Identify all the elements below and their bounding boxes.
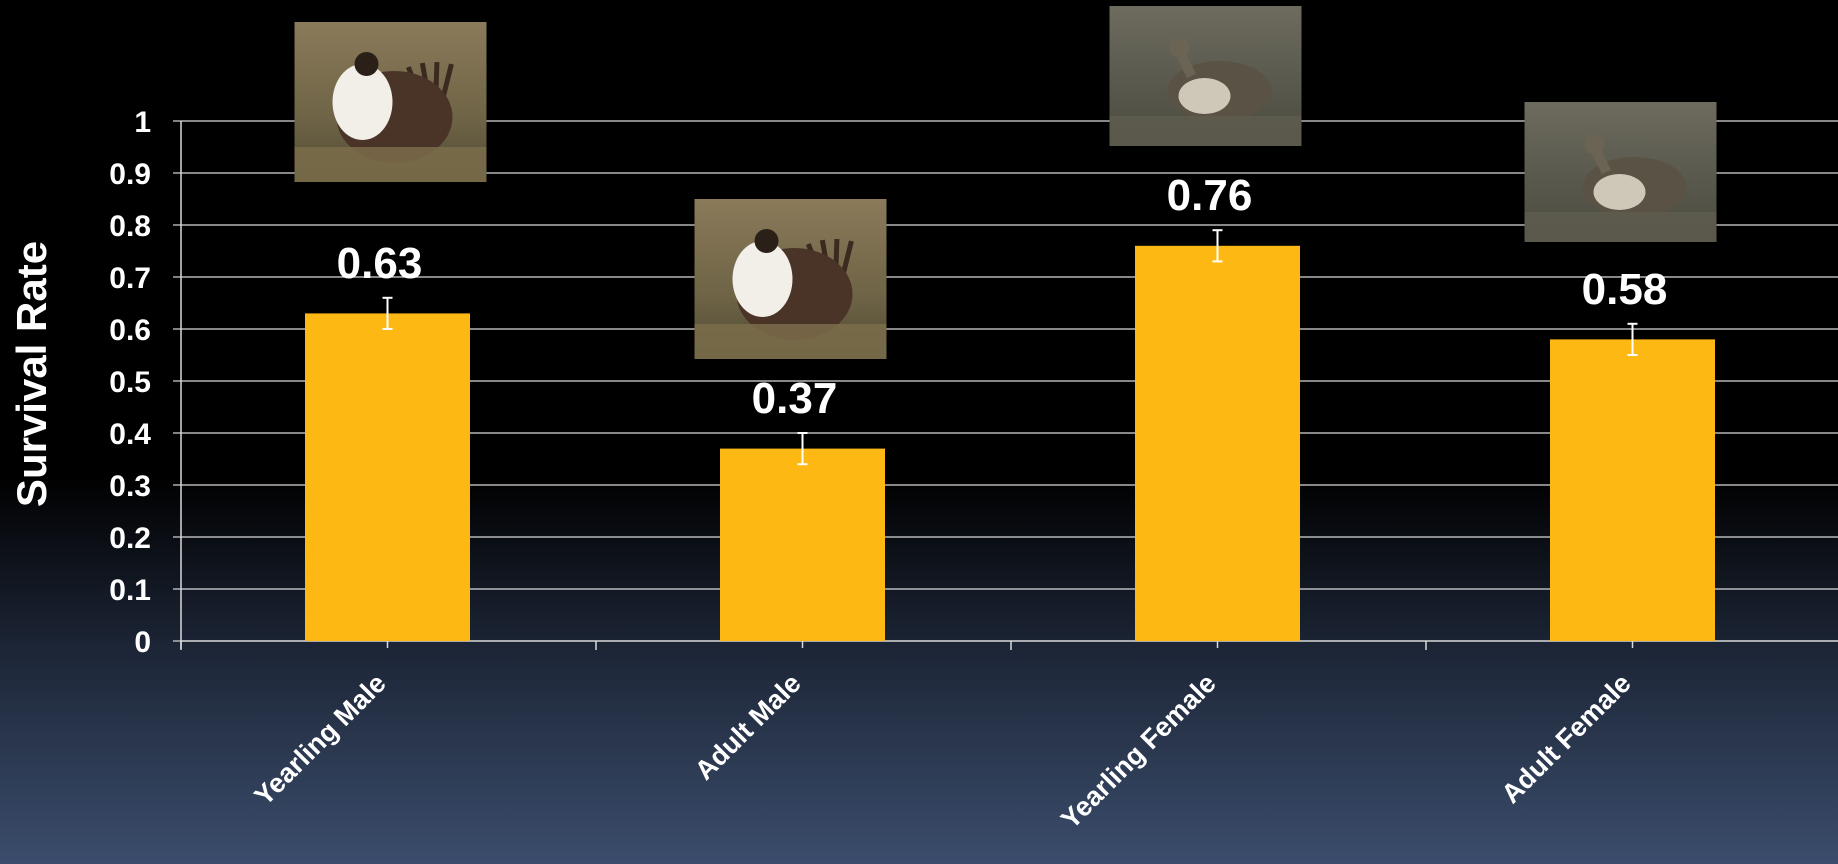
- grass: [294, 147, 487, 182]
- y-tick-label: 0.2: [109, 522, 151, 555]
- category-label: Adult Female: [1496, 668, 1637, 809]
- axes: 0 0.1 0.2 0.3 0.4 0.5 0.6 0.7 0.8 0.9 1: [109, 106, 1838, 659]
- category-label: Yearling Female: [1055, 668, 1222, 835]
- grass: [1524, 212, 1717, 242]
- y-axis-label: Survival Rate: [8, 240, 55, 508]
- white-breast: [732, 241, 793, 317]
- y-tick-label: 0.9: [109, 158, 151, 191]
- y-tick-label: 0.1: [109, 574, 151, 607]
- bar: [1550, 339, 1715, 641]
- sage-grouse-female-photo: [1109, 6, 1302, 146]
- data-label: 0.63: [337, 239, 423, 288]
- bird-head: [754, 229, 779, 253]
- bird-neck: [1592, 149, 1611, 175]
- bar: [720, 448, 885, 641]
- bird-breast: [1178, 78, 1231, 114]
- y-tick-label: 0.5: [109, 366, 151, 399]
- grass: [1109, 116, 1302, 146]
- category-label: Yearling Male: [248, 668, 391, 811]
- y-tick-label: 0.4: [109, 418, 151, 451]
- grass: [694, 324, 887, 359]
- bird-head: [1584, 134, 1605, 154]
- y-tick-label: 0.6: [109, 314, 151, 347]
- bird-breast: [1593, 174, 1646, 210]
- y-tick-label: 0.8: [109, 210, 151, 243]
- y-tick-label: 0: [134, 626, 151, 659]
- bird-head: [354, 52, 379, 76]
- bird-neck: [1177, 53, 1196, 79]
- bar: [305, 313, 470, 641]
- y-tick-label: 1: [134, 106, 151, 139]
- y-tick-label: 0.3: [109, 470, 151, 503]
- bird-head: [1169, 38, 1190, 58]
- category-label: Adult Male: [689, 668, 807, 786]
- y-tick-label: 0.7: [109, 262, 151, 295]
- data-label: 0.76: [1167, 171, 1253, 220]
- bars: [305, 245, 1715, 642]
- grouse-photos: [294, 6, 1717, 359]
- bar: [1135, 245, 1300, 642]
- sage-grouse-female-photo: [1524, 102, 1717, 242]
- sage-grouse-male-photo: [694, 199, 887, 359]
- data-label: 0.37: [752, 374, 838, 423]
- data-label: 0.58: [1582, 265, 1668, 314]
- white-breast: [332, 64, 393, 140]
- sage-grouse-male-photo: [294, 22, 487, 182]
